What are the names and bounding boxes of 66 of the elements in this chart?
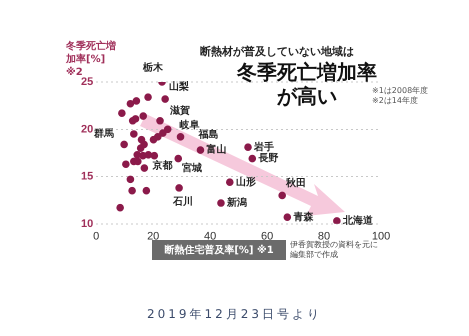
point — [161, 95, 169, 103]
data-label: 群馬 — [92, 128, 114, 140]
point — [248, 154, 256, 162]
y-tick-label: 20 — [80, 123, 94, 136]
chart-subtitle: 断熱材が普及していない地域は — [200, 44, 354, 59]
point — [144, 150, 152, 159]
point — [132, 97, 140, 105]
x-axis-title: 断熱住宅普及率[%] ※1 — [164, 245, 274, 256]
data-label: 山梨 — [169, 80, 190, 93]
point — [175, 184, 183, 192]
data-label: 栃木 — [142, 62, 164, 74]
point — [217, 199, 225, 207]
text: 2019年12月23日号より — [146, 306, 324, 323]
data-label: 福島 — [198, 128, 219, 140]
point — [150, 152, 158, 160]
point — [226, 178, 234, 186]
point — [333, 217, 341, 224]
point — [278, 192, 286, 200]
data-label: 山形 — [236, 176, 256, 188]
data-label: 岩手 — [253, 140, 274, 153]
point — [136, 144, 144, 152]
data-label: 秋田 — [285, 177, 306, 190]
point — [142, 186, 150, 195]
point — [244, 143, 252, 152]
point — [130, 130, 138, 138]
data-label: 石川 — [172, 195, 194, 208]
point — [122, 160, 130, 168]
data-label: 宮城 — [182, 162, 202, 174]
annotation: ※2は14年度 — [372, 96, 419, 106]
point — [116, 204, 124, 212]
point — [126, 100, 134, 108]
point — [139, 112, 148, 120]
point — [140, 164, 148, 172]
x-tick-label: 20 — [147, 230, 160, 242]
point — [176, 133, 184, 141]
point — [128, 186, 136, 195]
data-label: 富山 — [206, 144, 226, 156]
y-tick-label: 15 — [80, 170, 94, 183]
y-tick-label: 25 — [80, 76, 94, 88]
point — [159, 129, 167, 137]
annotation: ※1は2008年度 — [372, 86, 428, 96]
data-label: 京都 — [151, 159, 172, 172]
point — [196, 146, 204, 154]
data-label: 青森 — [292, 210, 314, 223]
data-label: 滋賀 — [169, 104, 190, 116]
y-tick-label: 10 — [80, 218, 94, 230]
data-label: 新潟 — [226, 196, 247, 209]
x-tick-label: 40 — [204, 230, 216, 242]
point — [156, 116, 164, 125]
point — [132, 115, 140, 123]
x-tick-label: 0 — [93, 230, 100, 242]
point — [120, 140, 128, 148]
point — [144, 93, 152, 101]
point — [174, 154, 182, 162]
point — [284, 213, 292, 221]
point — [150, 136, 158, 144]
point — [118, 109, 126, 117]
text: 伊香賀教授の資料を元に編集部で作成 — [290, 240, 379, 260]
y-axis-title: 冬季死亡増加率[%] ※2 — [66, 40, 117, 78]
x-tick-label: 100 — [372, 230, 390, 242]
point — [126, 176, 134, 184]
data-label: 長野 — [257, 152, 278, 164]
point — [164, 125, 172, 134]
data-label: 岐阜 — [180, 118, 200, 131]
data-label: 北海道 — [342, 214, 374, 227]
x-tick-label: 60 — [260, 230, 274, 242]
